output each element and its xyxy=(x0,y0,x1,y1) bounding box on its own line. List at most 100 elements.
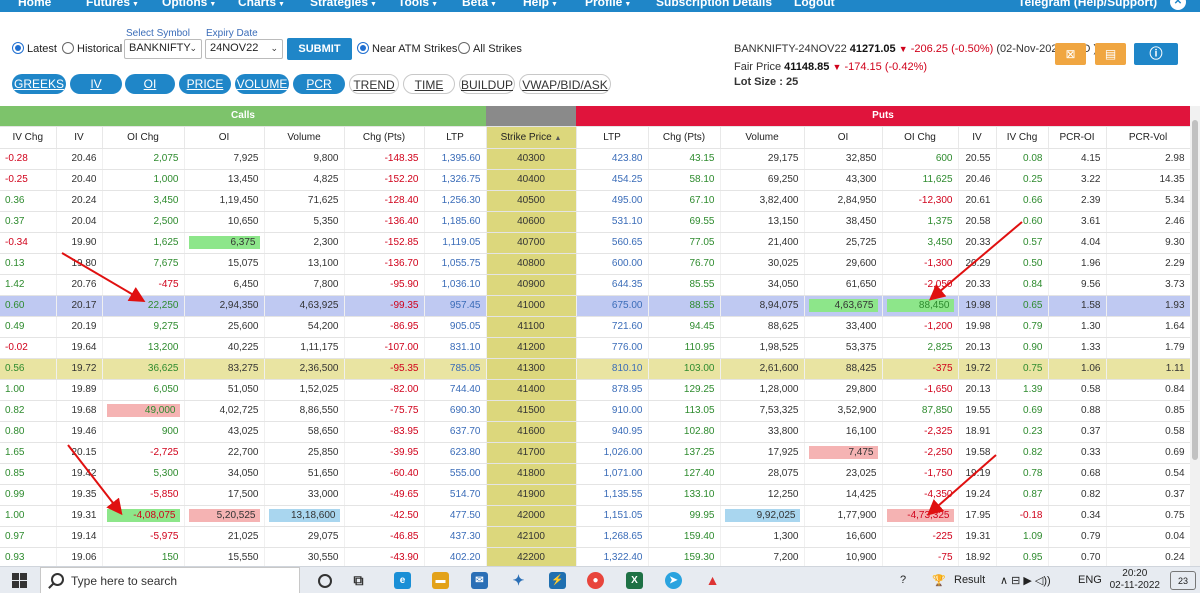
nav-subscription[interactable]: Subscription Details xyxy=(656,0,773,9)
view-volume-button[interactable]: VOLUME xyxy=(235,74,289,94)
edge-browser-icon[interactable]: e xyxy=(394,572,411,589)
pinned-app-icon[interactable]: ⚡ xyxy=(549,572,566,589)
view-greeks-button[interactable]: GREEKS xyxy=(12,74,66,94)
cell-put-iv: 20.61 xyxy=(958,190,997,212)
cell-strike[interactable]: 41300 xyxy=(486,358,577,380)
view-oi-button[interactable]: OI xyxy=(125,74,175,94)
strikes-near-atm[interactable]: Near ATM Strikes xyxy=(357,42,457,55)
nav-telegram[interactable]: Telegram (Help/Support) xyxy=(1018,0,1158,9)
radio-icon[interactable] xyxy=(458,42,470,54)
tray-result-label[interactable]: Result xyxy=(954,574,986,586)
mail-icon[interactable]: ✉ xyxy=(471,572,488,589)
col-header-put-oi-chg[interactable]: OI Chg xyxy=(882,126,959,149)
symbol-select[interactable]: BANKNIFTY ⌄ xyxy=(124,39,202,59)
info-icon[interactable]: ⓘ xyxy=(1134,43,1178,65)
calls-header: Calls xyxy=(0,106,486,127)
nav-home[interactable]: Home xyxy=(18,0,52,9)
col-header-iv-chg[interactable]: IV Chg xyxy=(0,126,57,149)
col-header-pcr-oi[interactable]: PCR-OI xyxy=(1048,126,1107,149)
view-iv-button[interactable]: IV xyxy=(70,74,122,94)
chrome-browser-icon[interactable]: ● xyxy=(587,572,604,589)
cell-strike[interactable]: 40900 xyxy=(486,274,577,296)
cell-strike[interactable]: 40400 xyxy=(486,169,577,191)
nav-tools[interactable]: Tools ▼ xyxy=(398,0,439,9)
col-header-put-chg-pts[interactable]: Chg (Pts) xyxy=(648,126,721,149)
dropbox-icon[interactable]: ✦ xyxy=(512,572,525,588)
drive-app-icon[interactable]: ▲ xyxy=(705,572,720,588)
nav-beta[interactable]: Beta ▼ xyxy=(462,0,497,9)
cell-strike[interactable]: 40600 xyxy=(486,211,577,233)
excel-export-icon[interactable]: ⊠ xyxy=(1055,43,1086,65)
sort-asc-icon[interactable]: ▲ xyxy=(554,134,562,142)
col-header-pcr-vol[interactable]: PCR-Vol xyxy=(1106,126,1191,149)
col-header-oi-chg[interactable]: OI Chg xyxy=(102,126,185,149)
nav-futures[interactable]: Futures ▼ xyxy=(86,0,139,9)
nav-profile[interactable]: Profile ▼ xyxy=(585,0,632,9)
view-price-button[interactable]: PRICE xyxy=(179,74,231,94)
col-header-volume[interactable]: Volume xyxy=(264,126,345,149)
cell-strike[interactable]: 40700 xyxy=(486,232,577,254)
col-header-oi[interactable]: OI xyxy=(184,126,265,149)
cell-strike[interactable]: 42000 xyxy=(486,505,577,527)
col-header-ltp[interactable]: LTP xyxy=(424,126,487,149)
radio-selected-icon[interactable] xyxy=(357,42,369,54)
nav-options[interactable]: Options ▼ xyxy=(162,0,217,9)
trophy-tray-icon[interactable]: 🏆 xyxy=(932,575,946,587)
cell-strike[interactable]: 41900 xyxy=(486,484,577,506)
strikes-all[interactable]: All Strikes xyxy=(458,42,522,55)
radio-icon[interactable] xyxy=(62,42,74,54)
document-icon[interactable]: ▤ xyxy=(1095,43,1126,65)
scrollbar-thumb[interactable] xyxy=(1192,120,1198,460)
language-indicator[interactable]: ENG xyxy=(1078,574,1102,586)
col-header-put-iv-chg[interactable]: IV Chg xyxy=(996,126,1049,149)
col-header-strike-price[interactable]: Strike Price ▲ xyxy=(486,126,577,149)
cell-strike[interactable]: 40800 xyxy=(486,253,577,275)
telegram-app-icon[interactable]: ➤ xyxy=(665,572,682,589)
close-icon[interactable]: ✕ xyxy=(1170,0,1186,10)
nav-logout[interactable]: Logout xyxy=(794,0,835,9)
notification-icon[interactable]: 23 xyxy=(1170,571,1196,590)
mode-historical[interactable]: Historical xyxy=(62,42,122,55)
help-tray-icon[interactable]: ? xyxy=(900,574,907,586)
cell-strike[interactable]: 41400 xyxy=(486,379,577,401)
file-explorer-icon[interactable]: ▬ xyxy=(432,572,449,589)
cell-pcr-vol: 0.85 xyxy=(1106,400,1191,422)
cell-strike[interactable]: 41000 xyxy=(486,295,577,317)
expiry-select[interactable]: 24NOV22 ⌄ xyxy=(205,39,283,59)
cell-strike[interactable]: 41600 xyxy=(486,421,577,443)
cell-strike[interactable]: 41200 xyxy=(486,337,577,359)
nav-charts[interactable]: Charts ▼ xyxy=(238,0,285,9)
cell-strike[interactable]: 41500 xyxy=(486,400,577,422)
task-view-icon[interactable]: ⧉ xyxy=(353,572,364,588)
cell-chg-pts: -148.35 xyxy=(344,148,425,170)
nav-strategies[interactable]: Strategies ▼ xyxy=(310,0,377,9)
mode-latest[interactable]: Latest xyxy=(12,42,57,55)
col-header-put-volume[interactable]: Volume xyxy=(720,126,805,149)
cell-strike[interactable]: 42200 xyxy=(486,547,577,569)
tray-icons[interactable]: ∧ ⊟ ▶ ◁)) xyxy=(1000,575,1051,587)
col-header-iv[interactable]: IV xyxy=(56,126,103,149)
nav-help[interactable]: Help ▼ xyxy=(523,0,558,9)
cell-strike[interactable]: 42100 xyxy=(486,526,577,548)
cortana-icon[interactable] xyxy=(318,574,332,588)
view-buildup-button[interactable]: BUILDUP xyxy=(459,74,515,94)
cell-strike[interactable]: 41800 xyxy=(486,463,577,485)
view-pcr-button[interactable]: PCR xyxy=(293,74,345,94)
col-header-put-ltp[interactable]: LTP xyxy=(576,126,649,149)
view-vwap-button[interactable]: VWAP/BID/ASK xyxy=(519,74,611,94)
col-header-chg-pts[interactable]: Chg (Pts) xyxy=(344,126,425,149)
windows-start-icon[interactable] xyxy=(12,573,27,588)
taskbar-clock[interactable]: 20:20 02-11-2022 xyxy=(1109,568,1160,591)
cell-strike[interactable]: 40500 xyxy=(486,190,577,212)
excel-app-icon[interactable]: X xyxy=(626,572,643,589)
col-header-put-oi[interactable]: OI xyxy=(804,126,883,149)
cell-strike[interactable]: 40300 xyxy=(486,148,577,170)
col-header-put-iv[interactable]: IV xyxy=(958,126,997,149)
submit-button[interactable]: SUBMIT xyxy=(287,38,352,60)
view-time-button[interactable]: TIME xyxy=(403,74,455,94)
cell-strike[interactable]: 41100 xyxy=(486,316,577,338)
radio-selected-icon[interactable] xyxy=(12,42,24,54)
cell-strike[interactable]: 41700 xyxy=(486,442,577,464)
taskbar-search-input[interactable]: Type here to search xyxy=(40,567,300,593)
view-trend-button[interactable]: TREND xyxy=(349,74,399,94)
